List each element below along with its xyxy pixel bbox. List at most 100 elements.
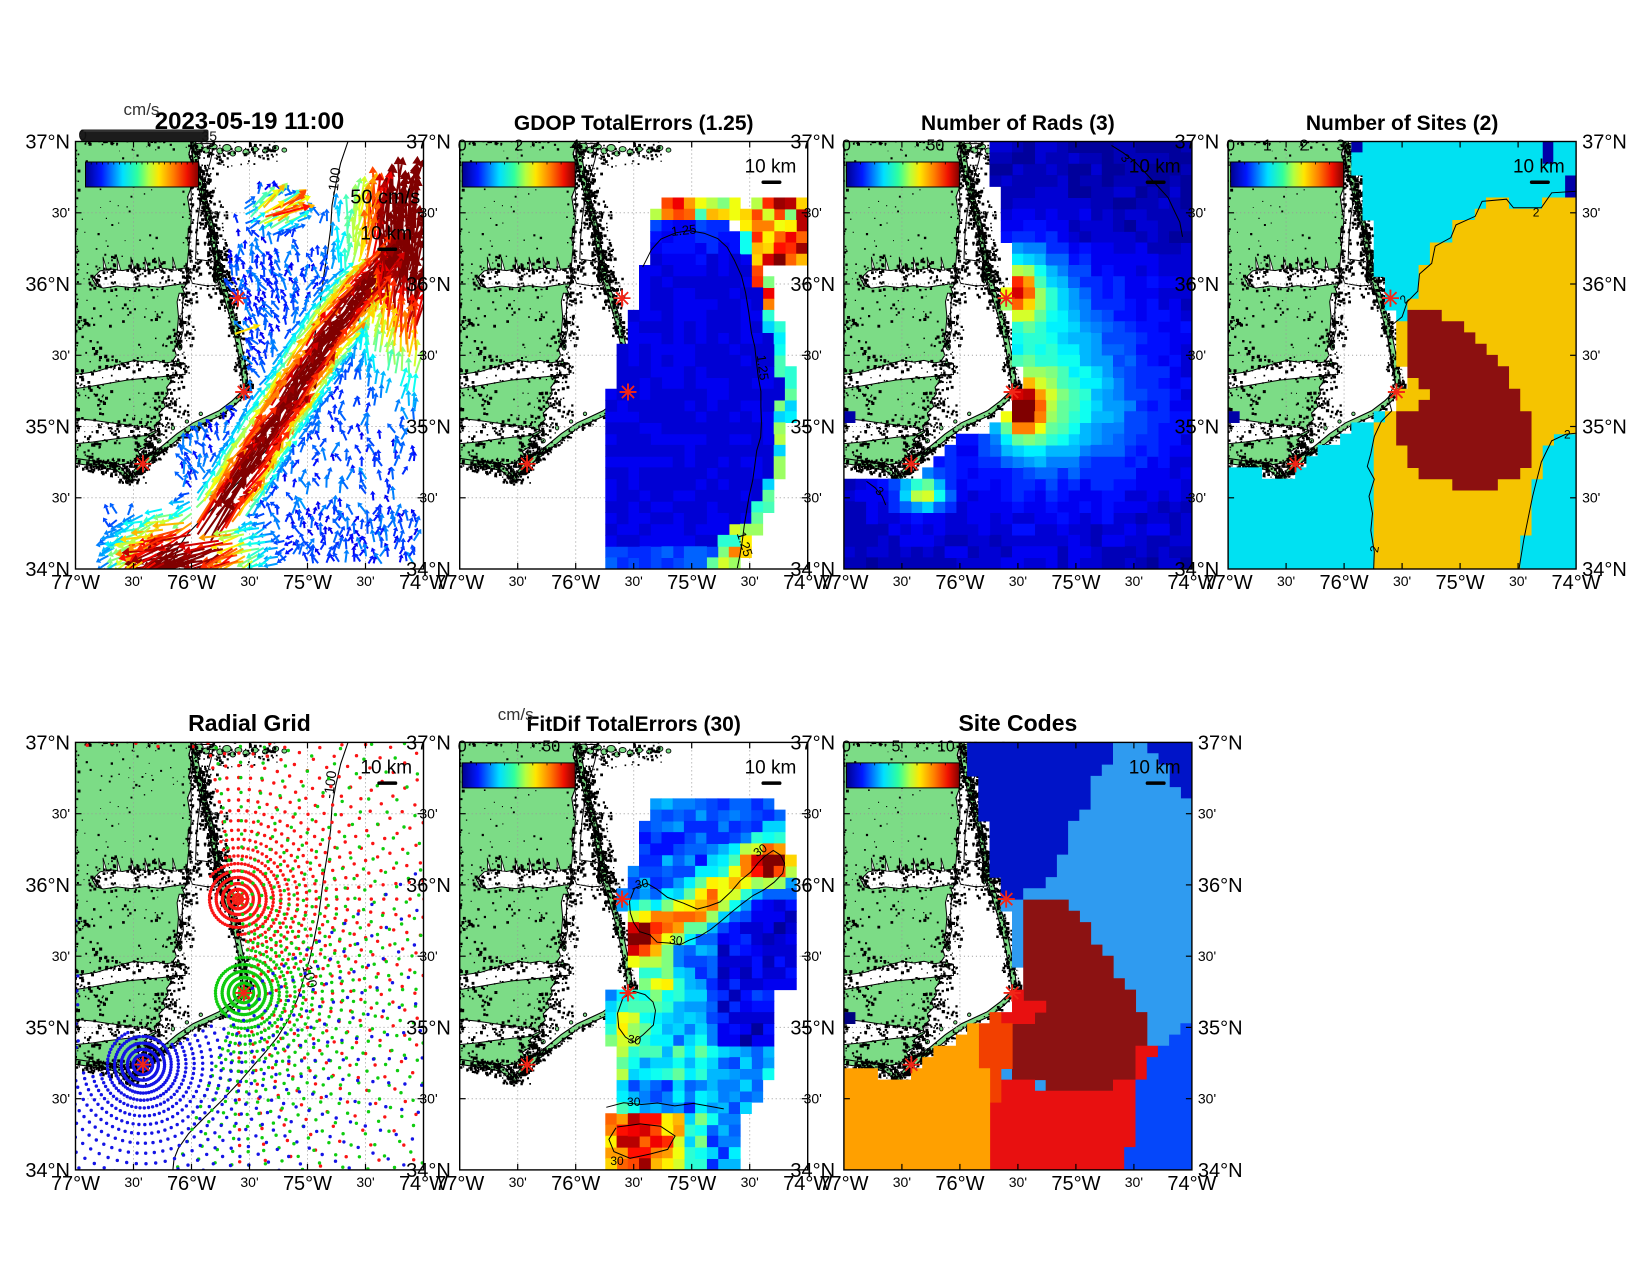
svg-text:30': 30' (124, 1174, 142, 1190)
svg-text:75°W: 75°W (667, 1173, 716, 1195)
svg-text:1.25: 1.25 (670, 221, 697, 239)
svg-text:30': 30' (240, 573, 258, 589)
svg-text:30': 30' (1188, 205, 1206, 221)
svg-text:30': 30' (1188, 490, 1206, 506)
svg-text:0: 0 (458, 738, 467, 755)
svg-text:30': 30' (1198, 806, 1216, 822)
svg-text:Number of Sites (2): Number of Sites (2) (1306, 112, 1499, 135)
svg-text:30': 30' (1125, 573, 1143, 589)
svg-text:76°W: 76°W (935, 1173, 984, 1195)
svg-text:cm/s: cm/s (124, 100, 160, 119)
svg-text:30': 30' (1198, 1091, 1216, 1107)
svg-text:0: 0 (842, 138, 851, 155)
svg-text:74°W: 74°W (1167, 572, 1216, 594)
svg-text:30': 30' (52, 347, 70, 363)
svg-text:36°N: 36°N (1582, 274, 1627, 296)
svg-text:34°N: 34°N (406, 1160, 451, 1182)
svg-text:30: 30 (610, 1154, 624, 1168)
svg-text:36°N: 36°N (1175, 274, 1220, 296)
svg-text:4: 4 (571, 138, 580, 155)
svg-text:30': 30' (356, 573, 374, 589)
svg-text:1.25: 1.25 (734, 530, 756, 559)
svg-text:0: 0 (79, 127, 87, 144)
svg-text:37°N: 37°N (1582, 132, 1627, 154)
svg-text:74°W: 74°W (1552, 572, 1601, 594)
svg-text:30': 30' (356, 1174, 374, 1190)
svg-text:30': 30' (1509, 573, 1527, 589)
svg-text:GDOP TotalErrors (1.25): GDOP TotalErrors (1.25) (514, 112, 754, 135)
svg-text:100: 100 (299, 963, 321, 990)
svg-text:30': 30' (52, 1091, 70, 1107)
svg-text:30': 30' (1582, 347, 1600, 363)
svg-text:74°W: 74°W (399, 1173, 448, 1195)
svg-text:77°W: 77°W (435, 572, 484, 594)
svg-text:30: 30 (634, 876, 650, 892)
svg-text:77°W: 77°W (51, 572, 100, 594)
svg-text:37°N: 37°N (406, 732, 451, 754)
svg-text:30': 30' (1125, 1174, 1143, 1190)
svg-text:2: 2 (1533, 205, 1540, 219)
svg-text:2: 2 (1367, 544, 1382, 553)
svg-text:30': 30' (1393, 573, 1411, 589)
svg-text:35°N: 35°N (406, 417, 451, 439)
svg-text:30': 30' (1198, 948, 1216, 964)
svg-text:34°N: 34°N (406, 559, 451, 581)
svg-text:30': 30' (625, 573, 643, 589)
svg-text:30': 30' (741, 1174, 759, 1190)
svg-text:35°N: 35°N (406, 1017, 451, 1039)
svg-text:37°N: 37°N (25, 132, 70, 154)
svg-text:30': 30' (509, 573, 527, 589)
svg-text:30': 30' (625, 1174, 643, 1190)
svg-text:76°W: 76°W (551, 572, 600, 594)
svg-text:0: 0 (842, 738, 851, 755)
svg-text:30': 30' (52, 205, 70, 221)
svg-text:36°N: 36°N (1198, 875, 1243, 897)
svg-text:30': 30' (52, 490, 70, 506)
svg-text:30': 30' (1009, 573, 1027, 589)
svg-text:36°N: 36°N (790, 274, 835, 296)
svg-text:35°N: 35°N (790, 1017, 835, 1039)
svg-text:50: 50 (542, 738, 560, 755)
svg-text:76°W: 76°W (1320, 572, 1369, 594)
svg-text:75°W: 75°W (283, 572, 332, 594)
svg-text:30': 30' (1188, 347, 1206, 363)
svg-text:-100: -100 (324, 166, 343, 196)
svg-text:30': 30' (1009, 1174, 1027, 1190)
svg-text:35°N: 35°N (790, 417, 835, 439)
svg-text:34°N: 34°N (25, 1160, 70, 1182)
svg-text:30': 30' (419, 1091, 437, 1107)
svg-text:30': 30' (419, 205, 437, 221)
svg-text:34°N: 34°N (790, 559, 835, 581)
svg-text:50 cm/s: 50 cm/s (350, 186, 420, 208)
svg-text:30': 30' (741, 573, 759, 589)
svg-text:30: 30 (669, 933, 684, 948)
svg-text:77°W: 77°W (435, 1173, 484, 1195)
svg-text:75°W: 75°W (667, 572, 716, 594)
svg-text:10: 10 (937, 738, 955, 755)
svg-text:77°W: 77°W (819, 1173, 868, 1195)
svg-text:30': 30' (1277, 573, 1295, 589)
svg-text:35°N: 35°N (1582, 417, 1627, 439)
svg-text:10 km: 10 km (745, 157, 797, 178)
svg-text:30': 30' (240, 1174, 258, 1190)
svg-text:35°N: 35°N (25, 1017, 70, 1039)
svg-text:77°W: 77°W (819, 572, 868, 594)
svg-text:77°W: 77°W (51, 1173, 100, 1195)
svg-text:1.25: 1.25 (754, 354, 772, 381)
svg-text:35°N: 35°N (1198, 1017, 1243, 1039)
svg-text:37°N: 37°N (790, 132, 835, 154)
svg-text:74°W: 74°W (783, 1173, 832, 1195)
svg-text:36°N: 36°N (25, 875, 70, 897)
svg-text:10 km: 10 km (745, 757, 797, 778)
svg-text:37°N: 37°N (790, 732, 835, 754)
svg-text:76°W: 76°W (167, 1173, 216, 1195)
svg-text:74°W: 74°W (1167, 1173, 1216, 1195)
svg-text:FitDif TotalErrors (30): FitDif TotalErrors (30) (527, 713, 741, 736)
svg-text:30': 30' (509, 1174, 527, 1190)
svg-text:2: 2 (1300, 138, 1309, 155)
svg-text:30: 30 (627, 1095, 641, 1109)
svg-text:Site Codes: Site Codes (958, 710, 1077, 736)
svg-text:74°W: 74°W (783, 572, 832, 594)
svg-text:76°W: 76°W (167, 572, 216, 594)
svg-text:75°W: 75°W (1051, 572, 1100, 594)
